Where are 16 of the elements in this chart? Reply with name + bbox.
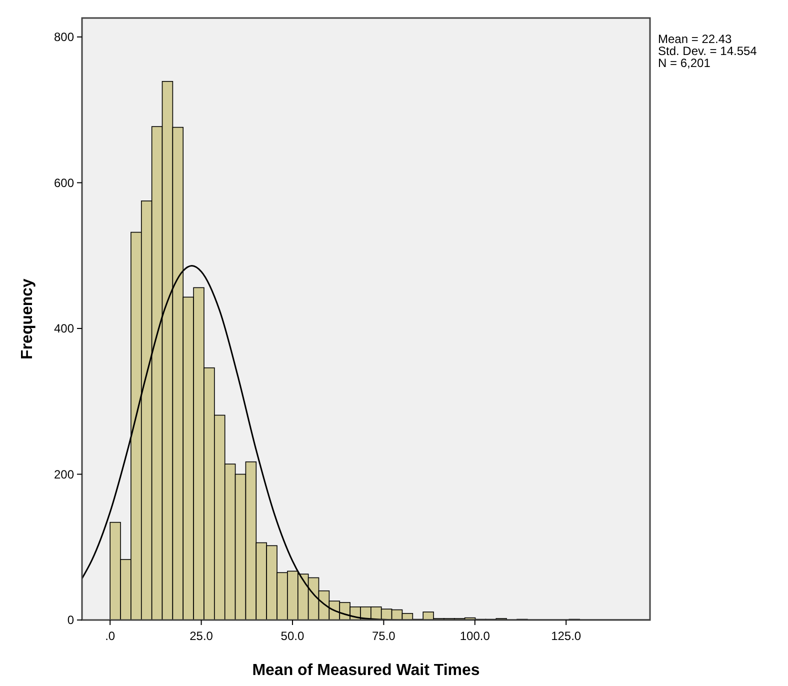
y-tick-label: 200 (54, 467, 74, 482)
x-tick-label: 125.0 (551, 629, 582, 643)
x-tick-label: 75.0 (372, 629, 396, 643)
x-tick-label: 25.0 (190, 629, 214, 643)
x-tick-label: .0 (105, 629, 116, 643)
y-tick-label: 600 (54, 176, 74, 190)
y-axis-title: Frequency (19, 278, 36, 360)
text: Std. Dev. = 14.554 (658, 44, 758, 58)
x-axis-title: Mean of Measured Wait Times (252, 662, 480, 679)
y-tick-label: 0 (67, 613, 74, 628)
y-tick-label: 800 (54, 30, 74, 44)
y-tick-label: 400 (54, 322, 74, 336)
x-tick-label: 50.0 (280, 629, 304, 643)
text: Mean = 22.43 (658, 32, 732, 46)
text: N = 6,201 (658, 56, 711, 70)
x-tick-label: 100.0 (460, 629, 490, 643)
